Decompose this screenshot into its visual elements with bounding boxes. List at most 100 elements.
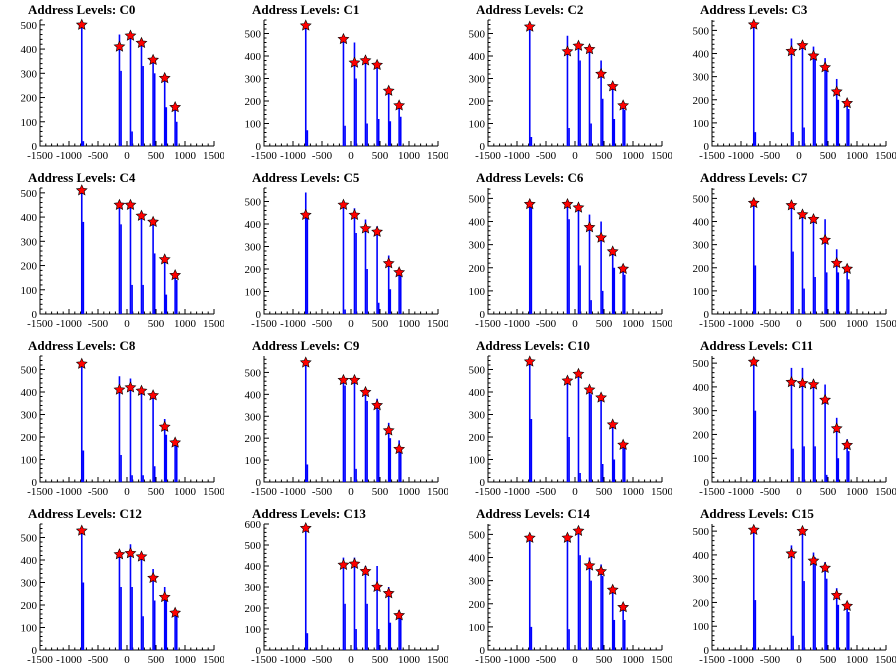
panel-title: Address Levels: C8 (28, 338, 136, 353)
x-tick-label: 1000 (398, 486, 421, 498)
peak-star-marker (371, 399, 384, 411)
y-tick-label: 100 (245, 287, 262, 299)
peak-star-marker (393, 266, 406, 278)
peak-star-marker (393, 609, 406, 621)
y-tick-label: 400 (245, 219, 262, 231)
x-tick-label: -1000 (504, 150, 530, 162)
peak-star-marker (337, 198, 350, 210)
x-tick-label: 1500 (651, 150, 672, 162)
peak-star-marker (595, 565, 608, 577)
peak-star-marker (583, 383, 596, 395)
peak-star-marker (113, 548, 126, 560)
y-tick-label: 300 (21, 236, 38, 248)
x-tick-label: -1500 (251, 318, 277, 330)
peak-star-marker (382, 257, 395, 269)
y-tick-label: 0 (704, 309, 710, 321)
chart-panel-3: Address Levels: C30100200300400500-1500-… (693, 2, 896, 162)
peak-star-marker (348, 373, 361, 386)
peak-star-marker (785, 199, 798, 211)
x-tick-label: 1000 (174, 318, 197, 330)
peak-star-marker (158, 71, 171, 84)
y-tick-label: 100 (245, 455, 262, 467)
y-tick-label: 500 (245, 197, 262, 209)
x-tick-label: -1000 (280, 486, 306, 498)
x-tick-label: 1500 (875, 654, 896, 666)
x-tick-label: 1500 (651, 654, 672, 666)
y-tick-label: 400 (245, 51, 262, 63)
peak-star-marker (382, 587, 395, 599)
y-tick-label: 200 (245, 96, 262, 108)
x-tick-label: -1000 (728, 318, 754, 330)
y-tick-label: 300 (245, 582, 262, 594)
panel-title: Address Levels: C10 (476, 338, 590, 353)
y-tick-label: 300 (21, 68, 38, 80)
y-tick-label: 500 (693, 358, 710, 370)
chart-panel-13: Address Levels: C13 0 100 200 300 400 500 600 -1… (245, 506, 449, 666)
x-tick-label: -1000 (56, 318, 82, 330)
x-tick-label: -1500 (251, 150, 277, 162)
y-tick-label: 200 (21, 261, 38, 273)
peak-star-marker (796, 524, 809, 537)
peak-star-marker (147, 571, 160, 584)
peak-star-marker (819, 233, 832, 246)
y-tick-label: 500 (469, 193, 486, 205)
x-tick-label: 0 (124, 318, 130, 330)
x-tick-label: 500 (596, 486, 613, 498)
peak-star-marker (561, 197, 574, 210)
y-tick-label: 200 (693, 597, 710, 609)
y-tick-label: 300 (469, 410, 486, 422)
chart-panel-5: Address Levels: C50100200300400500-1500-… (245, 170, 449, 330)
peak-star-marker (841, 96, 854, 109)
x-tick-label: 0 (796, 150, 802, 162)
peak-star-marker (169, 100, 182, 113)
peak-star-marker (337, 558, 350, 570)
peak-star-marker (348, 208, 361, 221)
peak-star-marker (124, 547, 137, 559)
peak-star-marker (113, 383, 126, 395)
x-tick-label: 500 (148, 654, 165, 666)
axes-frame (711, 356, 886, 483)
y-tick-label: 200 (469, 96, 486, 108)
peak-star-marker (807, 212, 820, 225)
x-tick-label: -500 (88, 318, 109, 330)
y-tick-label: 500 (245, 367, 262, 379)
peak-star-marker (819, 61, 832, 73)
x-tick-label: -1000 (504, 486, 530, 498)
y-tick-label: 200 (469, 599, 486, 611)
x-tick-label: 0 (348, 150, 354, 162)
y-tick-label: 0 (480, 309, 486, 321)
peak-star-marker (135, 209, 148, 221)
y-tick-label: 400 (21, 44, 38, 56)
chart-panel-11: Address Levels: C11 0 100 200 300 400 500 -1500… (693, 338, 896, 498)
y-tick-label: 300 (693, 240, 710, 252)
x-tick-label: 1500 (875, 318, 896, 330)
x-tick-label: -1500 (699, 654, 725, 666)
x-tick-label: -500 (536, 150, 557, 162)
peak-star-marker (337, 373, 350, 386)
y-tick-label: 200 (245, 603, 262, 615)
x-tick-label: 500 (820, 318, 837, 330)
peak-star-marker (561, 531, 574, 543)
x-tick-label: 1000 (846, 654, 869, 666)
x-tick-label: 1500 (203, 318, 224, 330)
y-tick-label: 400 (693, 550, 710, 562)
panel-title: Address Levels: C12 (28, 506, 142, 521)
x-tick-label: 500 (596, 318, 613, 330)
x-tick-label: -1000 (504, 654, 530, 666)
x-tick-label: -1500 (699, 318, 725, 330)
peak-star-marker (371, 58, 384, 71)
x-tick-label: -500 (760, 150, 781, 162)
peak-star-marker (382, 424, 395, 436)
y-tick-label: 400 (21, 555, 38, 567)
peak-star-marker (747, 18, 760, 30)
x-tick-label: -500 (536, 654, 557, 666)
peak-star-marker (807, 554, 820, 566)
peak-star-marker (747, 355, 760, 367)
x-tick-label: 1000 (622, 150, 645, 162)
axes-frame (263, 356, 438, 483)
y-tick-label: 300 (245, 242, 262, 254)
y-tick-label: 100 (21, 455, 38, 467)
peak-star-marker (830, 422, 843, 434)
x-tick-label: 1000 (398, 150, 421, 162)
peak-star-marker (124, 381, 137, 393)
